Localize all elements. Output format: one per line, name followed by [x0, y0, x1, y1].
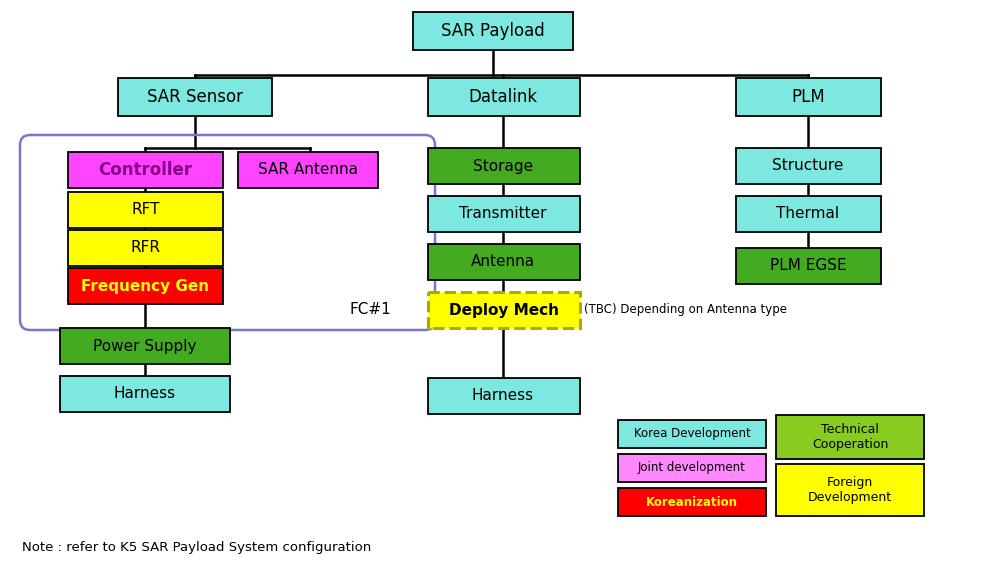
Text: Controller: Controller [98, 161, 192, 179]
Text: Korea Development: Korea Development [633, 427, 750, 441]
FancyBboxPatch shape [68, 268, 223, 304]
Text: (TBC) Depending on Antenna type: (TBC) Depending on Antenna type [584, 304, 787, 316]
Text: PLM: PLM [791, 88, 825, 106]
Text: Harness: Harness [472, 388, 534, 404]
FancyBboxPatch shape [736, 78, 881, 116]
FancyBboxPatch shape [428, 148, 580, 184]
Text: Joint development: Joint development [638, 461, 746, 475]
Text: Transmitter: Transmitter [459, 207, 547, 222]
Text: Thermal: Thermal [776, 207, 839, 222]
FancyBboxPatch shape [618, 420, 766, 448]
Text: Datalink: Datalink [469, 88, 537, 106]
FancyBboxPatch shape [68, 152, 223, 188]
FancyBboxPatch shape [776, 464, 924, 516]
Text: Harness: Harness [114, 386, 176, 401]
Text: SAR Payload: SAR Payload [441, 22, 545, 40]
FancyBboxPatch shape [428, 244, 580, 280]
FancyBboxPatch shape [60, 328, 230, 364]
Text: Storage: Storage [473, 158, 533, 173]
Text: RFT: RFT [131, 203, 160, 218]
FancyBboxPatch shape [618, 488, 766, 516]
FancyBboxPatch shape [618, 454, 766, 482]
FancyBboxPatch shape [736, 148, 881, 184]
Text: SAR Sensor: SAR Sensor [147, 88, 243, 106]
FancyBboxPatch shape [776, 415, 924, 459]
FancyBboxPatch shape [428, 196, 580, 232]
Text: Frequency Gen: Frequency Gen [81, 279, 209, 294]
FancyBboxPatch shape [68, 192, 223, 228]
Text: Structure: Structure [772, 158, 843, 173]
FancyBboxPatch shape [428, 78, 580, 116]
FancyBboxPatch shape [428, 292, 580, 328]
FancyBboxPatch shape [413, 12, 573, 50]
FancyBboxPatch shape [68, 230, 223, 266]
Text: RFR: RFR [131, 241, 161, 256]
Text: Technical
Cooperation: Technical Cooperation [812, 423, 888, 451]
Text: FC#1: FC#1 [349, 302, 390, 317]
FancyBboxPatch shape [60, 376, 230, 412]
FancyBboxPatch shape [118, 78, 272, 116]
FancyBboxPatch shape [428, 378, 580, 414]
FancyBboxPatch shape [736, 196, 881, 232]
Text: Antenna: Antenna [471, 255, 535, 270]
Text: Note : refer to K5 SAR Payload System configuration: Note : refer to K5 SAR Payload System co… [22, 541, 372, 555]
FancyBboxPatch shape [736, 248, 881, 284]
Text: SAR Antenna: SAR Antenna [258, 162, 358, 177]
FancyBboxPatch shape [238, 152, 378, 188]
Text: Power Supply: Power Supply [93, 339, 197, 354]
Text: PLM EGSE: PLM EGSE [770, 259, 846, 274]
Text: Deploy Mech: Deploy Mech [449, 302, 559, 317]
Text: Foreign
Development: Foreign Development [808, 476, 892, 504]
Text: Koreanization: Koreanization [646, 495, 738, 509]
